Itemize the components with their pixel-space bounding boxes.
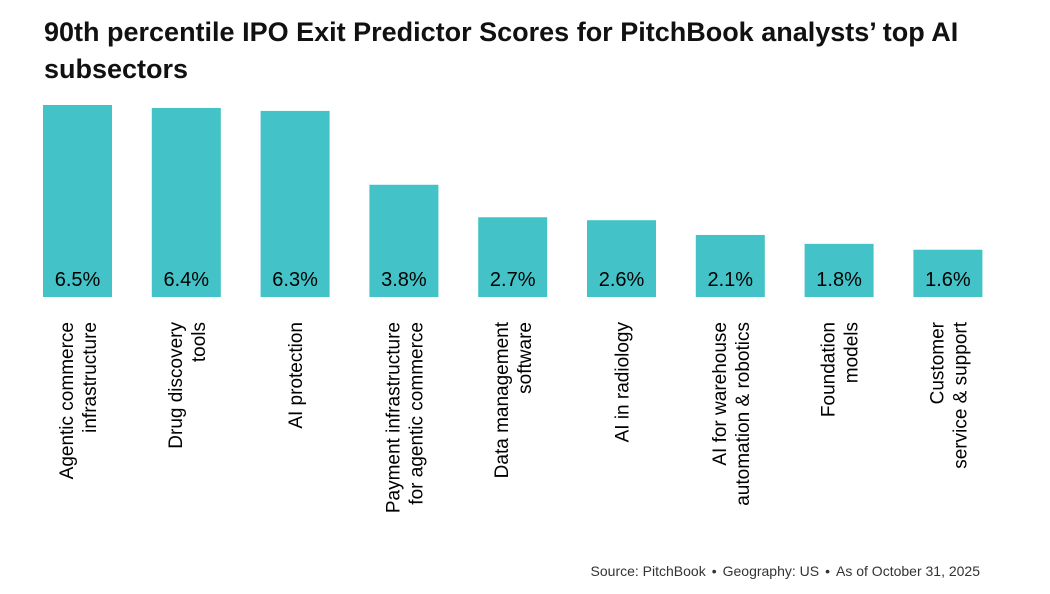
separator-dot: • [711, 563, 717, 579]
data-label: 1.6% [925, 269, 971, 291]
category-label-line: software [515, 322, 536, 394]
chart-title: 90th percentile IPO Exit Predictor Score… [44, 17, 959, 84]
category-label-line: service & support [950, 321, 971, 469]
data-label: 2.6% [599, 269, 645, 291]
bar [804, 243, 874, 297]
data-label: 2.1% [708, 269, 754, 291]
category-label-line: Payment infrastructure [383, 322, 404, 513]
source-text: Source: PitchBook [590, 563, 706, 579]
category-label-line: Customer [927, 321, 948, 404]
category-label: Customer service & support [927, 321, 971, 469]
category-label: AI for warehouse automation & robotics [710, 322, 754, 506]
as-of-text: As of October 31, 2025 [836, 563, 980, 579]
data-label: 6.5% [55, 269, 101, 291]
data-label: 6.4% [164, 269, 210, 291]
category-label: Data management software [492, 321, 536, 478]
category-label: Foundation models [819, 322, 863, 417]
bar [478, 217, 548, 297]
category-label: Drug discovery tools [166, 322, 210, 449]
bar [587, 220, 656, 297]
separator-dot: • [825, 563, 831, 579]
bar [260, 110, 330, 298]
category-label-line: infrastructure [80, 322, 101, 433]
category-label: AI in radiology [613, 322, 634, 443]
category-label-line: automation & robotics [733, 322, 754, 506]
category-label: AI protection [286, 322, 307, 429]
bar [695, 234, 765, 297]
category-label-line: tools [189, 322, 210, 362]
data-label: 6.3% [272, 269, 318, 291]
category-label-line: AI in radiology [613, 322, 634, 443]
category-label-line: AI for warehouse [710, 322, 731, 466]
geography-text: Geography: US [722, 563, 820, 579]
bar [151, 107, 221, 297]
source-footer: Source: PitchBook • Geography: US • As of Oc… [591, 563, 980, 579]
data-label: 3.8% [381, 269, 427, 291]
category-label: Agentic commerce infrastructure [57, 322, 101, 479]
bar [369, 184, 439, 297]
bar [913, 249, 983, 297]
category-label-line: models [842, 322, 863, 383]
category-label-line: AI protection [286, 322, 307, 429]
category-label-line: Agentic commerce [57, 322, 78, 479]
category-label-line: Drug discovery [166, 322, 187, 449]
data-label: 1.8% [816, 269, 862, 291]
data-label: 2.7% [490, 269, 536, 291]
category-label: Payment infrastructure for agentic commer… [383, 322, 427, 513]
category-label-line: Data management [492, 321, 513, 478]
category-label-line: for agentic commerce [406, 322, 427, 505]
category-label-line: Foundation [819, 322, 840, 417]
bar [43, 105, 112, 297]
